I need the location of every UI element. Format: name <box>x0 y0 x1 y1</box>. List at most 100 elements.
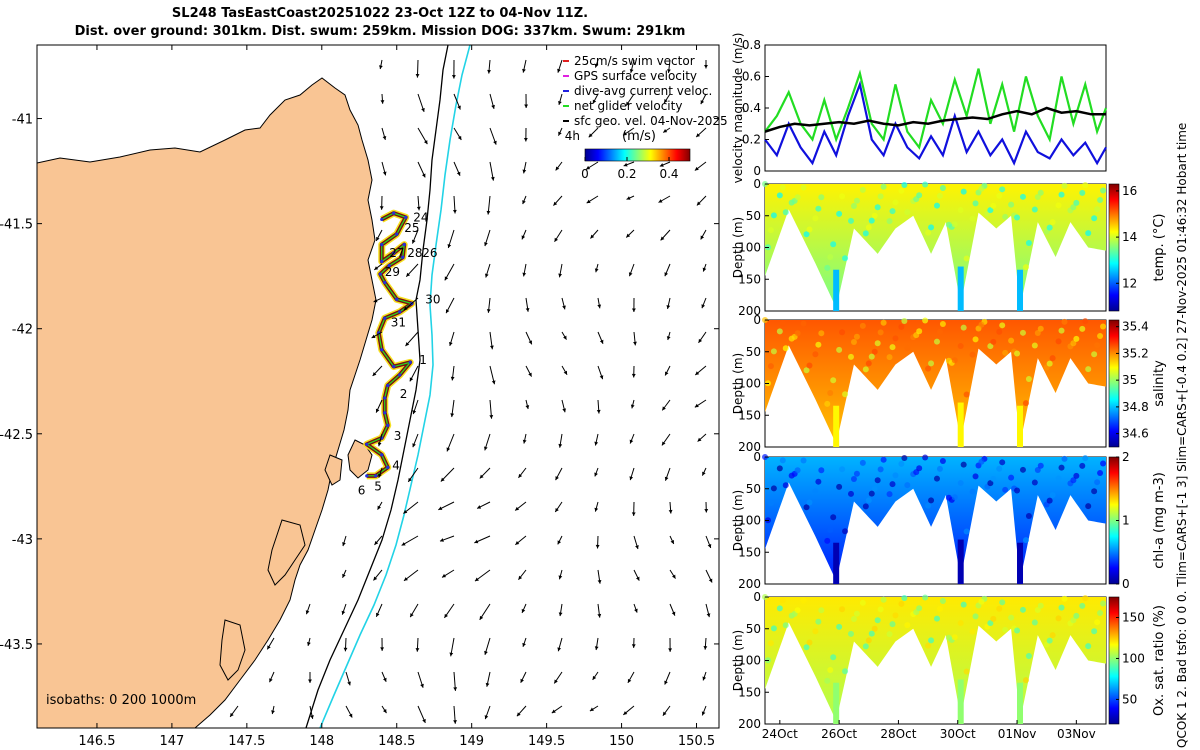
geo-velocity-arrowhead <box>635 576 640 581</box>
glider-track-point <box>395 297 399 301</box>
temperature-sample <box>827 254 834 261</box>
temperature-sample <box>1034 194 1041 201</box>
track-day-label: 26 <box>422 246 437 260</box>
oxygen-sample <box>1085 643 1092 650</box>
glider-track-point <box>408 360 412 364</box>
salinity-ytick-label: 200 <box>738 440 761 454</box>
geo-velocity-arrowhead <box>269 678 273 683</box>
oxygen-sample <box>800 597 807 604</box>
geo-velocity-arrowhead <box>558 100 562 105</box>
oxygen-colorbar-tick-label: 150 <box>1122 610 1145 624</box>
salinity-sample <box>999 322 1006 329</box>
geo-velocity-arrowhead <box>554 679 558 684</box>
oxygen-sample <box>806 639 813 646</box>
salinity-sample <box>978 321 985 328</box>
temperature-sample <box>868 217 875 224</box>
oxygen-sample <box>1046 637 1053 644</box>
chlorophyll-sample <box>1055 475 1062 482</box>
salinity-sample <box>868 353 875 360</box>
geo-velocity-arrowhead <box>438 506 443 510</box>
oxygen-ylabel: Depth (m) <box>731 630 745 691</box>
temperature-sample <box>794 194 801 201</box>
glider-track-point <box>380 453 384 457</box>
geo-velocity-arrowhead <box>595 544 600 549</box>
geo-velocity-arrowhead <box>588 133 593 138</box>
geo-velocity-arrowhead <box>421 107 425 112</box>
geo-velocity-arrowhead <box>341 610 346 615</box>
chlorophyll-sample <box>1079 462 1086 469</box>
geo-velocity-arrowhead <box>347 681 351 686</box>
map-ytick-label: -41 <box>12 113 33 128</box>
geo-velocity-arrowhead <box>308 679 312 684</box>
oxygen-sample <box>963 668 970 675</box>
oxygen-sample <box>886 631 893 638</box>
oxygen-sample <box>1058 604 1065 611</box>
chlorophyll-sample <box>1046 497 1053 504</box>
temperature-sample <box>815 205 822 212</box>
temperature-sample <box>839 193 846 200</box>
geo-velocity-arrowhead <box>456 171 461 176</box>
map-xtick-label: 146.5 <box>78 734 115 749</box>
geo-velocity-arrowhead <box>631 644 636 648</box>
velocity-ytick-label: 0.2 <box>742 133 761 147</box>
oxygen-sample <box>1070 617 1077 624</box>
geo-velocity-arrowhead <box>422 718 426 723</box>
temperature-sample <box>812 215 819 222</box>
track-day-label: 3 <box>394 429 402 443</box>
salinity-sample <box>806 362 813 369</box>
geo-velocity-arrowhead <box>694 166 699 171</box>
geo-velocity-arrowhead <box>700 100 705 105</box>
geo-velocity-arrowhead <box>623 711 628 715</box>
temperature-sample <box>1025 240 1032 247</box>
glider-track-point <box>395 232 399 236</box>
chlorophyll-sample <box>779 457 786 464</box>
salinity-colorbar-tick-label: 35.4 <box>1122 320 1149 334</box>
chlorophyll-ytick-label: 0 <box>753 450 761 464</box>
chlorophyll-sample <box>853 470 860 477</box>
temperature-sample <box>850 203 857 210</box>
geo-velocity-arrowhead <box>376 236 380 241</box>
velocity-series-line <box>764 80 1107 166</box>
geo-velocity-arrowhead <box>484 650 488 655</box>
chlorophyll-sample <box>904 482 911 489</box>
temperature-sample <box>1094 206 1101 213</box>
temperature-sample <box>800 184 807 191</box>
geo-velocity-arrowhead <box>597 613 602 618</box>
geo-velocity-arrowhead <box>382 135 387 140</box>
salinity-sample <box>925 365 932 372</box>
geo-velocity-arrowhead <box>665 371 669 376</box>
chlorophyll-sample <box>1014 487 1021 494</box>
geo-velocity-arrowhead <box>594 646 599 651</box>
salinity-sample <box>782 345 789 352</box>
temperature-sample <box>1037 189 1044 196</box>
salinity-sample <box>1019 329 1026 336</box>
section-xtick-label: 03Nov <box>1057 727 1096 741</box>
salinity-ylabel: Depth (m) <box>731 353 745 414</box>
geo-velocity-arrowhead <box>522 68 526 73</box>
chlorophyll-sample <box>812 488 819 495</box>
geo-velocity-arrowhead <box>372 372 377 376</box>
geo-velocity-arrowhead <box>562 408 567 413</box>
geo-velocity-arrowhead <box>664 272 669 277</box>
geo-velocity-arrowhead <box>383 677 387 682</box>
chlorophyll-sample <box>871 485 878 492</box>
geo-velocity-arrowhead <box>694 403 699 408</box>
geo-velocity-arrowhead <box>528 340 533 345</box>
oxygen-sample <box>779 597 786 604</box>
temperature-sample <box>1058 191 1065 198</box>
geo-velocity-arrowhead <box>594 268 599 273</box>
track-day-label: 5 <box>374 479 382 493</box>
oxygen-sample <box>972 613 979 620</box>
salinity-sample <box>1091 351 1098 358</box>
geo-velocity-arrowhead <box>343 647 348 652</box>
oxygen-sample <box>1073 612 1080 619</box>
geo-velocity-arrowhead <box>445 309 450 314</box>
geo-velocity-arrowhead <box>447 244 452 248</box>
map-ticks-group: 146.5 147 147.5 148 148.5 149 149.5 150 150.5-41… <box>0 45 719 749</box>
geo-velocity-arrowhead <box>403 306 408 311</box>
geo-velocity-arrowhead <box>450 413 455 418</box>
chlorophyll-sample <box>901 455 908 462</box>
isobaths-label: isobaths: 0 200 1000m <box>46 693 196 708</box>
